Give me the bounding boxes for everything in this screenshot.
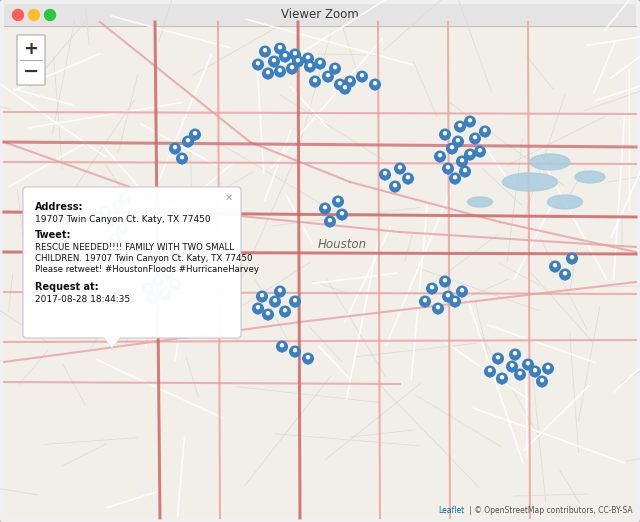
Circle shape xyxy=(492,352,504,364)
Circle shape xyxy=(276,340,288,352)
Circle shape xyxy=(379,169,391,181)
Circle shape xyxy=(252,303,264,314)
Text: | © OpenStreetMap contributors, CC-BY-SA: | © OpenStreetMap contributors, CC-BY-SA xyxy=(467,506,633,515)
Circle shape xyxy=(314,57,326,69)
Polygon shape xyxy=(339,89,351,94)
Polygon shape xyxy=(104,221,115,227)
Polygon shape xyxy=(435,157,445,162)
Circle shape xyxy=(322,70,334,82)
Polygon shape xyxy=(335,85,346,90)
Text: Request at:: Request at: xyxy=(35,282,99,292)
Polygon shape xyxy=(305,66,316,72)
Polygon shape xyxy=(276,347,287,352)
Circle shape xyxy=(566,253,578,265)
Polygon shape xyxy=(159,294,170,300)
Ellipse shape xyxy=(575,171,605,183)
Circle shape xyxy=(279,305,291,317)
Circle shape xyxy=(479,125,491,137)
Circle shape xyxy=(500,375,504,379)
Circle shape xyxy=(269,295,281,307)
Circle shape xyxy=(442,291,454,303)
Circle shape xyxy=(463,168,467,172)
Circle shape xyxy=(308,63,312,67)
Circle shape xyxy=(389,181,401,193)
Polygon shape xyxy=(465,122,476,127)
Polygon shape xyxy=(189,135,200,140)
Circle shape xyxy=(509,349,521,361)
Circle shape xyxy=(464,148,476,160)
Polygon shape xyxy=(442,296,454,302)
Polygon shape xyxy=(484,372,495,377)
Circle shape xyxy=(263,48,268,52)
Polygon shape xyxy=(394,169,406,174)
Circle shape xyxy=(142,282,154,294)
Circle shape xyxy=(469,133,481,145)
Circle shape xyxy=(452,136,464,148)
Circle shape xyxy=(542,362,554,374)
Polygon shape xyxy=(447,148,458,154)
Circle shape xyxy=(540,378,544,383)
Circle shape xyxy=(186,138,190,143)
Circle shape xyxy=(559,268,571,280)
Circle shape xyxy=(323,205,327,209)
Polygon shape xyxy=(440,281,451,287)
Bar xyxy=(4,4,636,26)
Circle shape xyxy=(449,295,461,307)
Polygon shape xyxy=(474,151,486,157)
Polygon shape xyxy=(280,312,291,317)
Circle shape xyxy=(116,222,128,234)
Circle shape xyxy=(446,293,450,298)
Circle shape xyxy=(526,361,530,365)
Polygon shape xyxy=(262,74,273,79)
Polygon shape xyxy=(522,364,534,370)
Circle shape xyxy=(306,355,310,360)
Circle shape xyxy=(438,153,442,158)
Circle shape xyxy=(546,365,550,370)
Polygon shape xyxy=(559,275,570,280)
Circle shape xyxy=(478,148,482,152)
Ellipse shape xyxy=(547,195,582,209)
Circle shape xyxy=(439,128,451,140)
Circle shape xyxy=(103,208,108,212)
Circle shape xyxy=(268,55,280,67)
Circle shape xyxy=(460,288,464,292)
Polygon shape xyxy=(403,179,413,184)
Circle shape xyxy=(13,9,24,20)
Circle shape xyxy=(563,271,567,276)
Polygon shape xyxy=(269,62,280,67)
Text: CHILDREN. 19707 Twin Canyon Ct. Katy, TX 77450: CHILDREN. 19707 Twin Canyon Ct. Katy, TX… xyxy=(35,254,253,263)
Circle shape xyxy=(459,165,471,177)
Circle shape xyxy=(473,135,477,139)
Circle shape xyxy=(532,368,537,372)
Polygon shape xyxy=(419,302,431,307)
Circle shape xyxy=(553,263,557,267)
Circle shape xyxy=(283,53,287,57)
Polygon shape xyxy=(456,291,467,297)
FancyBboxPatch shape xyxy=(23,187,241,338)
Circle shape xyxy=(256,305,260,310)
Circle shape xyxy=(446,165,450,170)
Polygon shape xyxy=(147,299,157,304)
Circle shape xyxy=(313,78,317,82)
Circle shape xyxy=(259,45,271,57)
Polygon shape xyxy=(163,275,173,280)
Polygon shape xyxy=(452,141,463,147)
Circle shape xyxy=(454,121,466,133)
Circle shape xyxy=(116,203,120,207)
Circle shape xyxy=(460,158,464,162)
Polygon shape xyxy=(143,289,154,294)
Text: −: − xyxy=(23,62,39,80)
Circle shape xyxy=(458,123,462,127)
Polygon shape xyxy=(292,62,303,67)
Circle shape xyxy=(334,78,346,90)
Circle shape xyxy=(326,73,330,77)
Polygon shape xyxy=(259,52,271,57)
Circle shape xyxy=(146,285,150,289)
Polygon shape xyxy=(333,201,344,207)
Polygon shape xyxy=(479,132,490,137)
Polygon shape xyxy=(356,77,367,82)
Circle shape xyxy=(128,213,132,217)
Polygon shape xyxy=(152,281,163,287)
Circle shape xyxy=(483,128,487,133)
